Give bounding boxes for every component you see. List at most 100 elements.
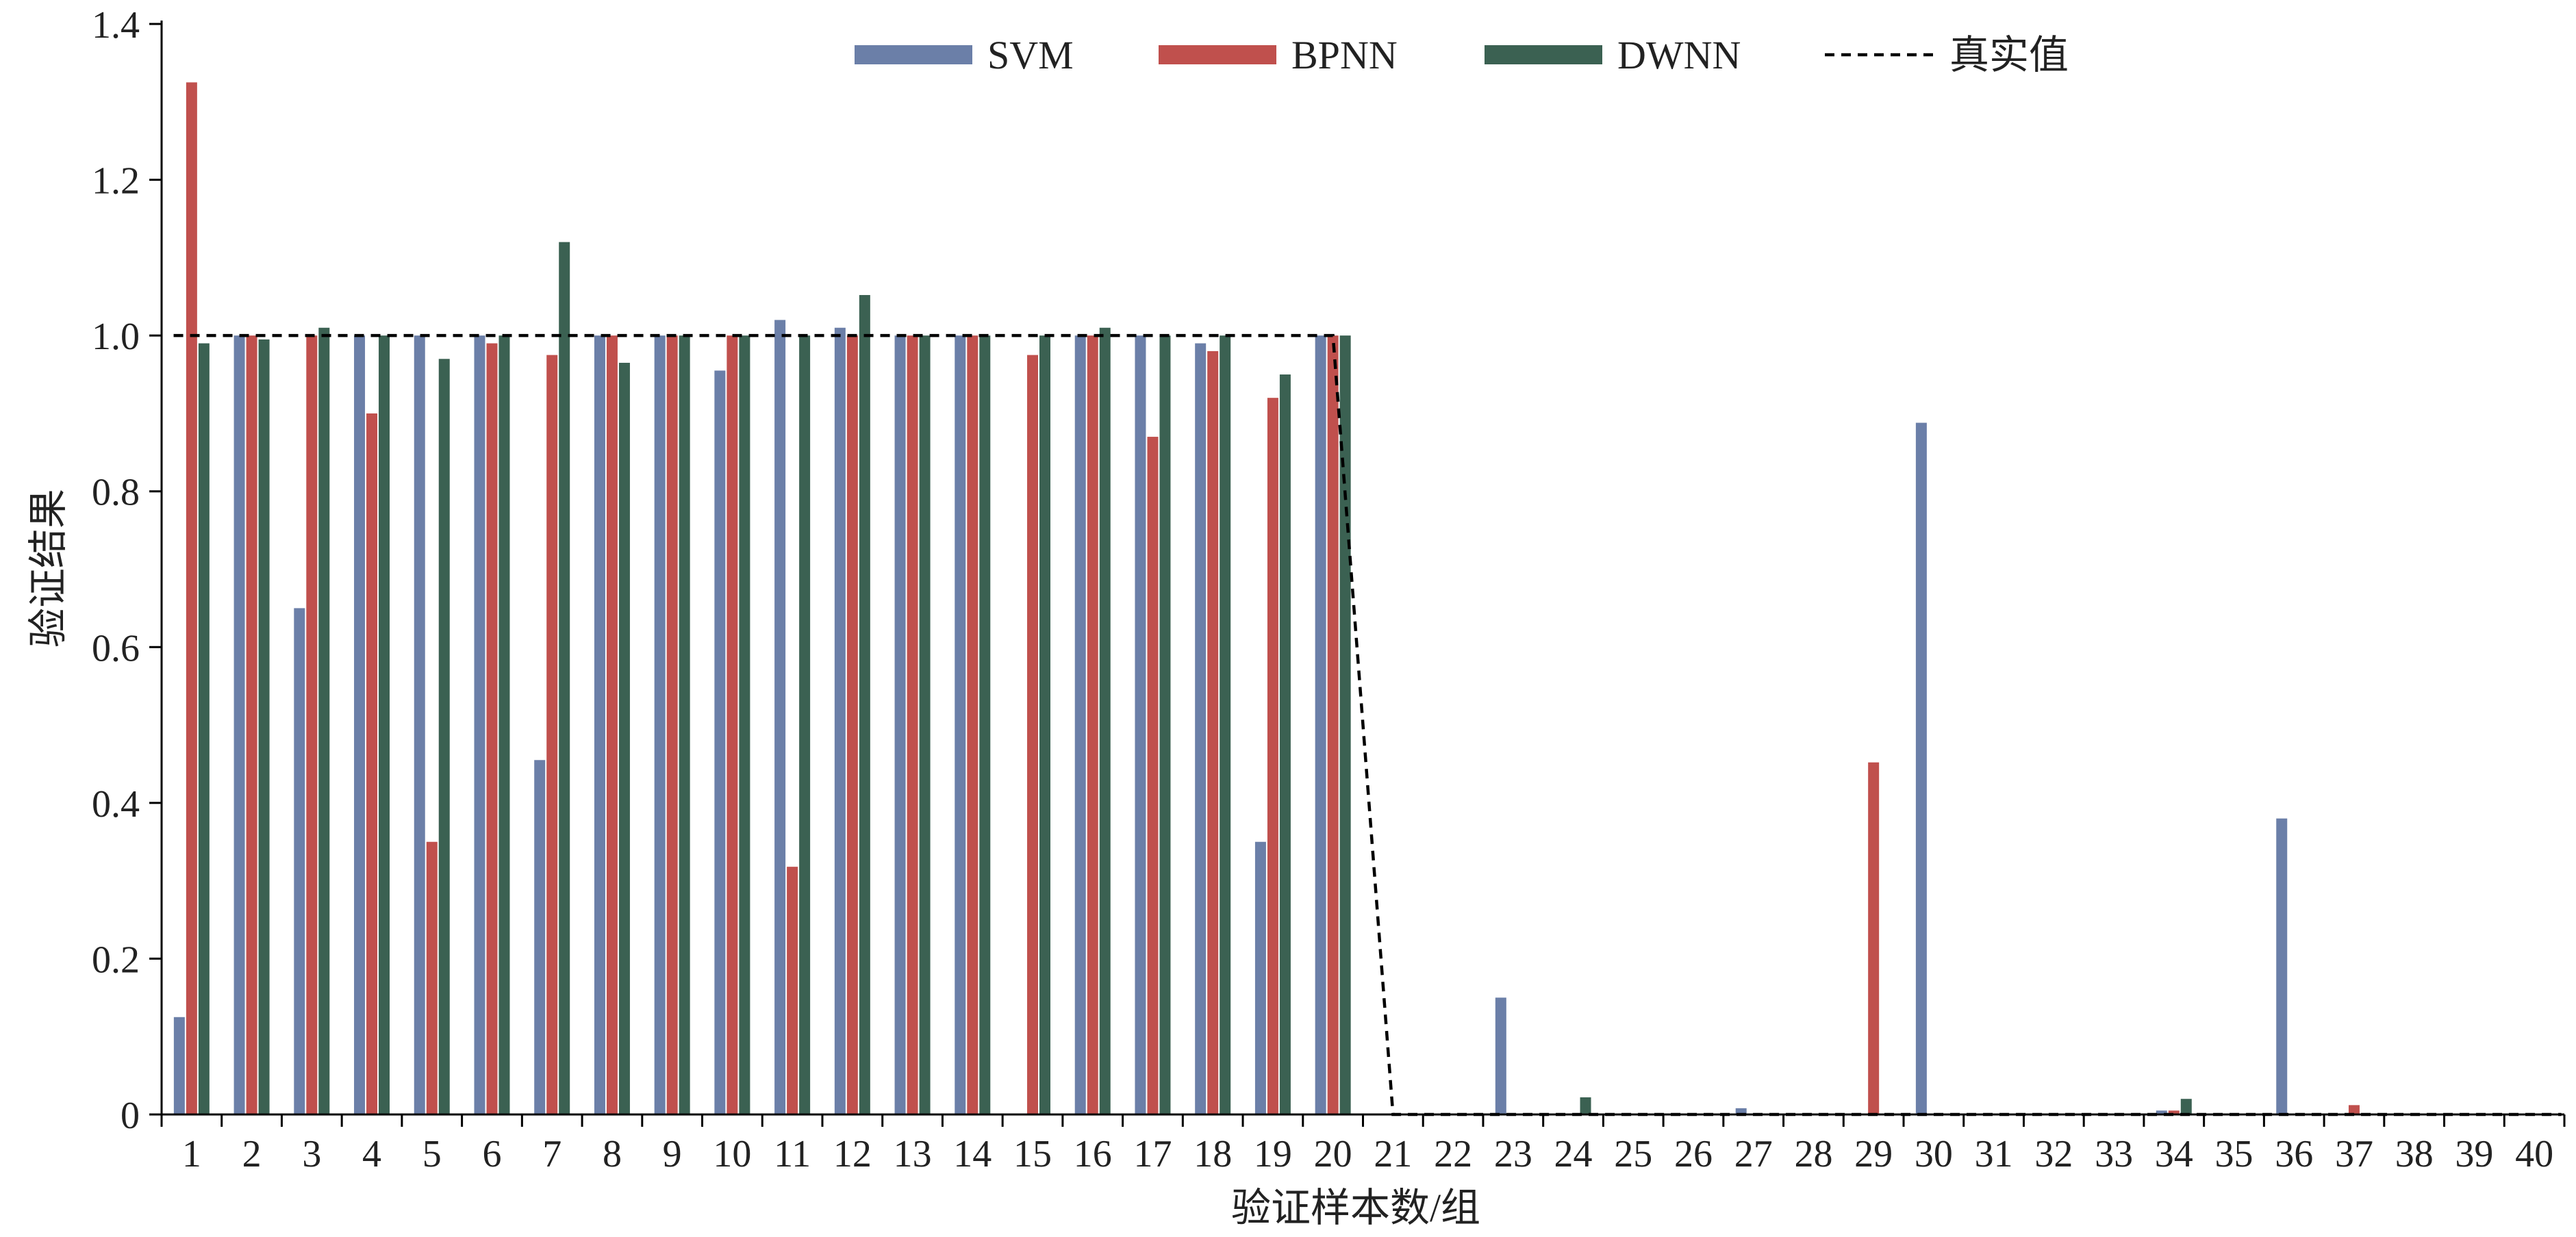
- bar-svm: [294, 608, 305, 1114]
- x-tick-label: 9: [663, 1133, 682, 1175]
- x-tick-label: 26: [1674, 1133, 1713, 1175]
- legend-item: 真实值: [1825, 33, 2069, 77]
- bar-svm: [233, 335, 245, 1115]
- x-tick-label: 36: [2275, 1133, 2313, 1175]
- bar-bpnn: [2348, 1105, 2360, 1114]
- bar-bpnn: [727, 335, 738, 1115]
- x-ticks: 1 2 3 4 5 6 7 8 9 10 11 12 13 14 15 16 17 18 19 20 21 22 23 24 2…: [160, 1114, 2566, 1175]
- x-tick-label: 38: [2395, 1133, 2434, 1175]
- bar-svm: [1074, 335, 1086, 1115]
- bar-dwnn: [1220, 335, 1231, 1115]
- x-tick-label: 30: [1915, 1133, 1953, 1175]
- legend-item: DWNN: [1485, 33, 1741, 77]
- bar-svm: [1915, 422, 1927, 1114]
- series-dwnn: [198, 242, 2192, 1115]
- bar-dwnn: [438, 359, 450, 1114]
- x-tick-label: 1: [182, 1133, 201, 1175]
- bar-bpnn: [1087, 335, 1098, 1115]
- bar-dwnn: [679, 335, 690, 1115]
- bar-svm: [714, 370, 726, 1114]
- bar-dwnn: [318, 327, 330, 1114]
- series-svm: [173, 320, 2288, 1115]
- bar-bpnn: [1027, 355, 1039, 1114]
- legend-label: DWNN: [1617, 33, 1741, 77]
- x-tick-label: 22: [1434, 1133, 1472, 1175]
- bar-svm: [774, 320, 786, 1114]
- bar-bpnn: [2168, 1110, 2180, 1114]
- x-tick-label: 16: [1074, 1133, 1112, 1175]
- plot-area: [173, 82, 2562, 1117]
- bar-dwnn: [258, 339, 270, 1114]
- axes: [160, 21, 2564, 1116]
- bar-dwnn: [1580, 1097, 1591, 1114]
- bar-bpnn: [426, 841, 438, 1114]
- bar-dwnn: [799, 335, 811, 1115]
- x-tick-label: 5: [422, 1133, 442, 1175]
- bar-svm: [1735, 1108, 1747, 1114]
- x-tick-label: 14: [953, 1133, 992, 1175]
- bar-bpnn: [546, 355, 558, 1114]
- bar-bpnn: [306, 335, 318, 1115]
- bar-bpnn: [907, 335, 918, 1115]
- y-tick-label: 0.6: [92, 627, 140, 669]
- y-ticks: 0 0.2 0.4 0.6 0.8 1.0 1.2 1.4: [92, 4, 162, 1137]
- x-tick-label: 33: [2095, 1133, 2133, 1175]
- y-tick-label: 1.4: [92, 4, 140, 47]
- bar-bpnn: [846, 335, 858, 1115]
- bar-dwnn: [1099, 327, 1111, 1114]
- bar-svm: [894, 335, 906, 1115]
- bar-bpnn: [1207, 350, 1219, 1114]
- x-tick-label: 23: [1494, 1133, 1532, 1175]
- bar-dwnn: [739, 335, 750, 1115]
- x-tick-label: 19: [1254, 1133, 1292, 1175]
- bar-svm: [594, 335, 605, 1115]
- bar-svm: [1315, 335, 1326, 1115]
- bar-svm: [2276, 818, 2288, 1114]
- x-tick-label: 15: [1013, 1133, 1052, 1175]
- bar-dwnn: [198, 343, 210, 1114]
- x-tick-label: 20: [1314, 1133, 1352, 1175]
- y-axis-label: 验证结果: [26, 489, 71, 648]
- x-tick-label: 35: [2215, 1133, 2253, 1175]
- x-axis-label: 验证样本数/组: [1231, 1186, 1480, 1230]
- bar-bpnn: [606, 335, 618, 1115]
- legend-swatch: [1485, 45, 1602, 64]
- bar-dwnn: [1159, 335, 1171, 1115]
- x-tick-label: 12: [833, 1133, 872, 1175]
- bar-dwnn: [859, 294, 870, 1115]
- x-tick-label: 4: [362, 1133, 381, 1175]
- bar-dwnn: [498, 335, 510, 1115]
- bar-svm: [474, 335, 485, 1115]
- legend-label: BPNN: [1291, 33, 1398, 77]
- x-tick-label: 28: [1794, 1133, 1832, 1175]
- bar-svm: [834, 327, 846, 1114]
- legend-item: BPNN: [1159, 33, 1398, 77]
- true-value-line: [173, 333, 2562, 1117]
- x-tick-label: 34: [2155, 1133, 2193, 1175]
- bar-dwnn: [559, 242, 570, 1115]
- bar-bpnn: [1327, 335, 1339, 1115]
- x-tick-label: 39: [2455, 1133, 2493, 1175]
- legend-label: SVM: [987, 33, 1074, 77]
- x-tick-label: 8: [603, 1133, 622, 1175]
- x-tick-label: 31: [1975, 1133, 2013, 1175]
- bar-svm: [414, 335, 425, 1115]
- x-tick-label: 6: [482, 1133, 501, 1175]
- x-tick-label: 37: [2335, 1133, 2373, 1175]
- bar-bpnn: [246, 335, 257, 1115]
- x-tick-label: 18: [1194, 1133, 1232, 1175]
- bar-bpnn: [1267, 398, 1278, 1115]
- bar-bpnn: [787, 867, 798, 1114]
- bar-dwnn: [919, 335, 931, 1115]
- y-tick-label: 0: [121, 1095, 140, 1137]
- x-tick-label: 29: [1854, 1133, 1893, 1175]
- bar-svm: [1254, 841, 1266, 1114]
- x-tick-label: 21: [1374, 1133, 1412, 1175]
- x-tick-label: 40: [2515, 1133, 2553, 1175]
- bar-dwnn: [979, 335, 991, 1115]
- x-tick-label: 7: [542, 1133, 561, 1175]
- y-tick-label: 0.8: [92, 472, 140, 514]
- bar-svm: [1135, 335, 1146, 1115]
- bar-bpnn: [186, 82, 197, 1115]
